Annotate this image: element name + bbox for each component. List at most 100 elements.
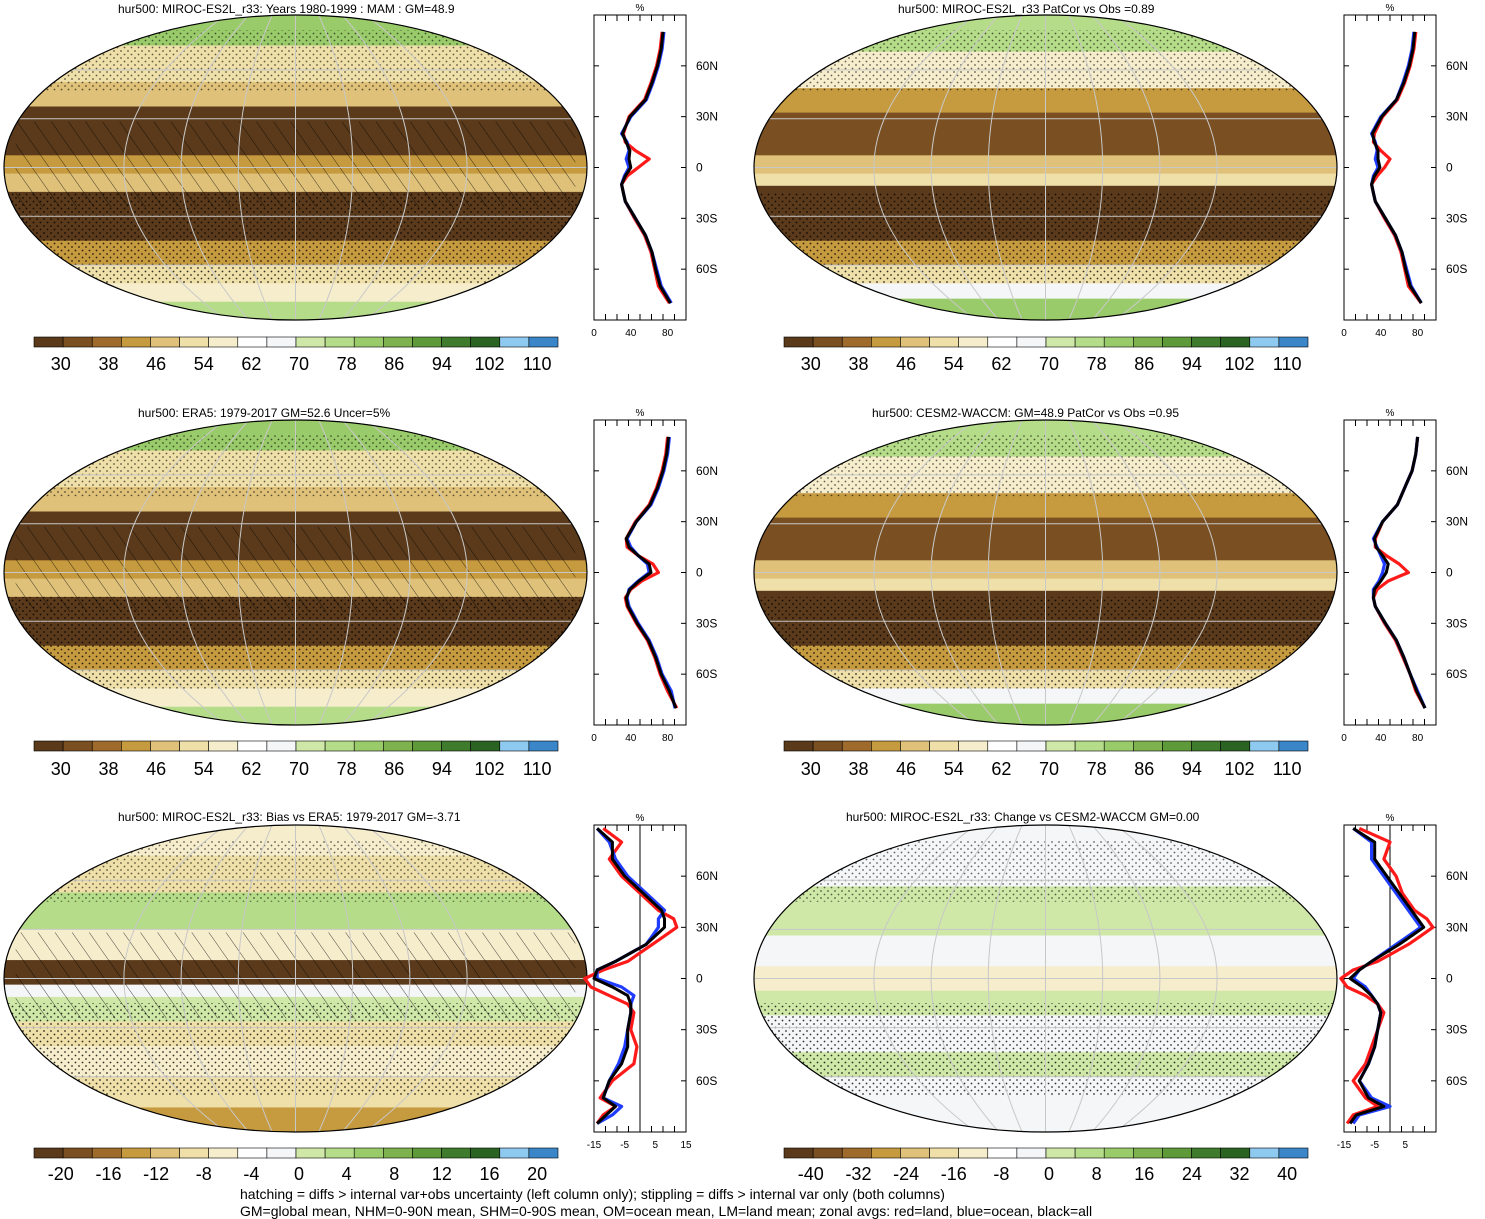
colorbar-swatch: [1191, 740, 1221, 752]
y-tick-label: 60S: [1446, 262, 1467, 276]
colorbar-tick-label: 62: [241, 354, 261, 374]
colorbar-swatch: [900, 1147, 930, 1159]
colorbar-swatch: [91, 740, 122, 752]
colorbar-tick-label: 110: [1273, 759, 1302, 779]
colorbar-tick-label: 102: [475, 759, 505, 779]
colorbar-tick-label: 86: [384, 354, 404, 374]
colorbar-swatch: [62, 336, 93, 348]
profile-unit-label: %: [1386, 3, 1395, 14]
colorbar-tick-label: 4: [342, 1164, 352, 1184]
colorbar-tick-label: 62: [991, 354, 1011, 374]
map-outline: [3, 14, 588, 321]
colorbar-swatch: [1016, 740, 1047, 752]
colorbar-tick-label: -20: [48, 1164, 74, 1184]
y-tick-label: 60S: [696, 262, 717, 276]
colorbar-swatch: [324, 740, 355, 752]
colorbar-swatch: [324, 336, 355, 348]
colorbar-swatch: [1249, 1147, 1280, 1159]
colorbar-swatch: [91, 336, 122, 348]
colorbar-swatch: [208, 740, 239, 752]
colorbar-tick-label: 24: [1182, 1164, 1202, 1184]
colorbar-tick-label: 46: [896, 354, 916, 374]
colorbar-5: -20 -16 -12 -8 -4 0 4 8 12 16 20: [33, 1147, 559, 1184]
y-tick-label: 30S: [1446, 616, 1467, 630]
profile-series-all: [592, 827, 666, 1125]
colorbar-swatch: [412, 336, 442, 348]
profile-frame: [1343, 14, 1437, 321]
colorbar-tick-label: -12: [143, 1164, 169, 1184]
colorbar-swatch: [528, 740, 559, 752]
colorbar-tick-label: 0: [1044, 1164, 1054, 1184]
colorbar-tick-label: 54: [194, 759, 214, 779]
colorbar-2: 30 38 46 54 62 70 78 86 94 102 110: [783, 336, 1309, 374]
zonal-profile-1: % 60N 30N 0 30S 60S 0 40 80: [591, 3, 718, 339]
colorbar-swatch: [295, 1147, 326, 1159]
panel-title-5: hur500: MIROC-ES2L_r33: Bias vs ERA5: 19…: [118, 810, 461, 824]
colorbar-swatch: [958, 1147, 989, 1159]
colorbar-swatch: [441, 1147, 471, 1159]
profile-unit-label: %: [636, 408, 645, 419]
colorbar-swatch: [1074, 1147, 1105, 1159]
colorbar-swatch: [499, 740, 530, 752]
colorbar-1: 30 38 46 54 62 70 78 86 94 102 110: [33, 336, 559, 374]
colorbar-swatch: [383, 740, 413, 752]
y-tick-label: 60N: [1446, 464, 1468, 478]
colorbar-swatch: [1191, 336, 1221, 348]
profile-series-all: [1371, 436, 1427, 709]
colorbar-swatch: [1074, 740, 1105, 752]
colorbar-swatch: [1249, 740, 1280, 752]
y-tick-label: 0: [696, 161, 703, 175]
map-outline: [753, 824, 1338, 1133]
colorbar-swatch: [62, 1147, 93, 1159]
colorbar-tick-label: 16: [480, 1164, 500, 1184]
colorbar-tick-label: 30: [51, 354, 71, 374]
x-tick-label: -5: [620, 1140, 629, 1151]
colorbar-tick-label: -8: [196, 1164, 212, 1184]
profile-unit-label: %: [636, 813, 645, 824]
colorbar-swatch: [929, 740, 959, 752]
x-tick-label: 80: [662, 328, 674, 339]
colorbar-swatch: [929, 1147, 959, 1159]
profile-unit-label: %: [636, 3, 645, 14]
colorbar-tick-label: -8: [993, 1164, 1009, 1184]
x-tick-label: 0: [1341, 328, 1347, 339]
y-tick-label: 0: [1446, 566, 1453, 580]
profile-series-all: [1348, 827, 1426, 1125]
colorbar-tick-label: 94: [432, 759, 452, 779]
colorbar-swatch: [383, 1147, 413, 1159]
colorbar-tick-label: 30: [801, 354, 821, 374]
map-outline: [753, 419, 1338, 726]
colorbar-swatch: [1103, 336, 1134, 348]
y-tick-label: 60S: [696, 667, 717, 681]
colorbar-tick-label: 102: [1225, 759, 1255, 779]
colorbar-swatch: [33, 336, 64, 348]
x-tick-label: 40: [625, 328, 637, 339]
colorbar-tick-label: 86: [1134, 759, 1154, 779]
colorbar-swatch: [841, 740, 872, 752]
colorbar-tick-label: 46: [896, 759, 916, 779]
colorbar-tick-label: 38: [98, 354, 118, 374]
colorbar-tick-label: 32: [1230, 1164, 1250, 1184]
panel-title-1: hur500: MIROC-ES2L_r33: Years 1980-1999 …: [118, 2, 455, 16]
colorbar-swatch: [1162, 1147, 1192, 1159]
colorbar-swatch: [1103, 740, 1134, 752]
colorbar-swatch: [470, 740, 501, 752]
colorbar-swatch: [528, 336, 559, 348]
colorbar-swatch: [499, 1147, 530, 1159]
colorbar-tick-label: 12: [432, 1164, 452, 1184]
profile-series-all: [620, 31, 672, 304]
colorbar-3: 30 38 46 54 62 70 78 86 94 102 110: [33, 740, 559, 779]
x-tick-label: 40: [625, 733, 637, 744]
colorbar-tick-label: 40: [1277, 1164, 1297, 1184]
colorbar-swatch: [1220, 740, 1251, 752]
y-tick-label: 0: [696, 972, 703, 986]
y-tick-label: 60N: [696, 59, 718, 73]
zonal-profile-4: % 60N 30N 0 30S 60S 0 40 80: [1341, 408, 1468, 744]
colorbar-swatch: [179, 1147, 209, 1159]
x-tick-label: 80: [1412, 733, 1424, 744]
map-panel-6: [753, 824, 1338, 1133]
colorbar-swatch: [783, 336, 814, 348]
colorbar-swatch: [121, 336, 151, 348]
colorbar-swatch: [900, 740, 930, 752]
